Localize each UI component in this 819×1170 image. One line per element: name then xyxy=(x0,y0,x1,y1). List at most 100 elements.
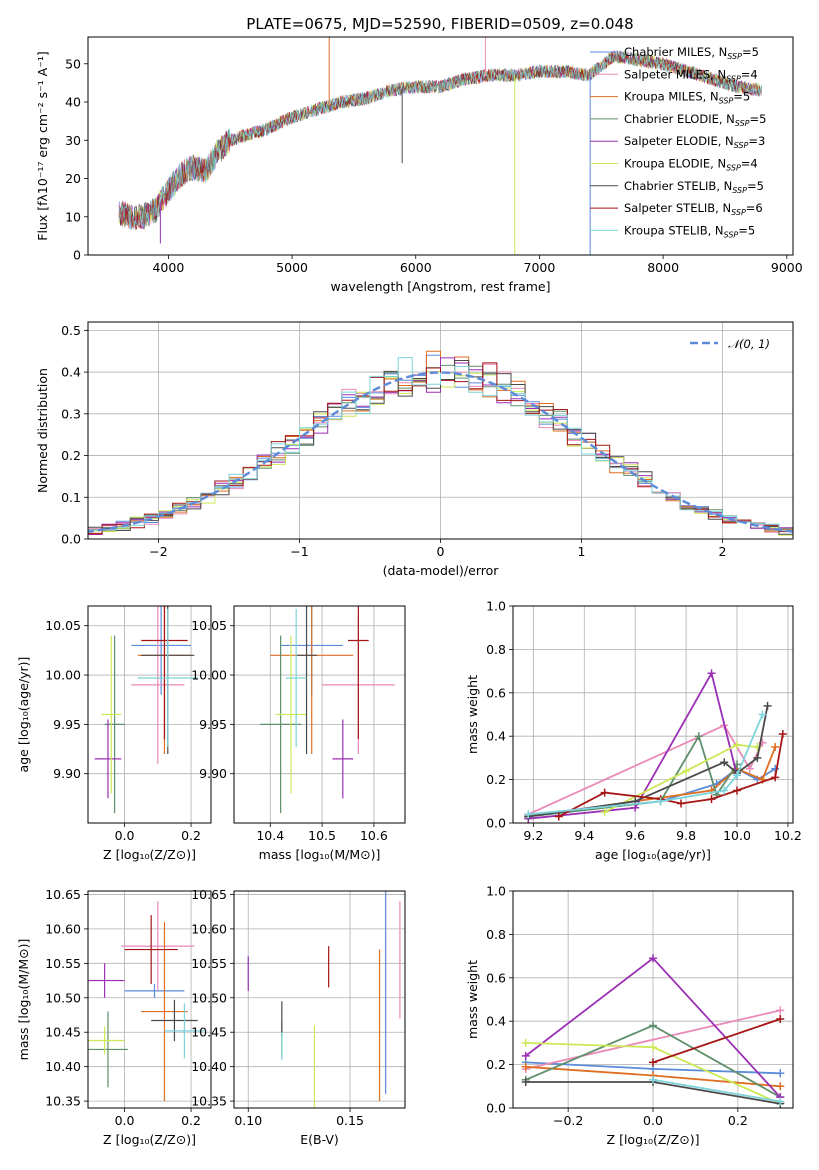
series-marker xyxy=(649,1043,657,1052)
mass-ebv-ytick-label: 10.60 xyxy=(191,921,227,936)
age-z-xtick-label: 0.0 xyxy=(115,828,135,843)
residuals-ytick-label: 0.2 xyxy=(61,448,81,463)
mass-z-errorbar-chabrier-stelib xyxy=(151,999,198,1042)
mass-z-ytick-label: 10.55 xyxy=(45,956,81,971)
mw-age-xlabel: age [log₁₀(age/yr)] xyxy=(595,847,711,862)
series-marker xyxy=(521,1051,530,1060)
series-marker xyxy=(656,797,665,806)
age-z-ytick-label: 9.90 xyxy=(53,766,81,781)
series-marker xyxy=(745,764,754,773)
series-marker xyxy=(524,810,533,819)
spectrum-xtick-label: 7000 xyxy=(524,260,556,275)
legend-entry-kroupa-miles: Kroupa MILES, NSSP=5 xyxy=(624,90,750,106)
series-marker xyxy=(771,743,780,752)
series-marker xyxy=(707,669,716,678)
residuals-xtick-label: −2 xyxy=(149,544,167,559)
age-z-errorbar-kroupa-stelib xyxy=(137,608,198,748)
mass-ebv-xtick-label: 0.10 xyxy=(234,1113,262,1128)
spectrum-ytick-label: 30 xyxy=(65,133,81,148)
mass-z-xlabel: Z [log₁₀(Z/Z⊙)] xyxy=(103,1132,196,1147)
spectrum-xlabel: wavelength [Angstrom, rest frame] xyxy=(330,279,550,294)
series-marker xyxy=(677,799,685,808)
age-mass-grid xyxy=(234,606,405,823)
mw-z-ytick-label: 1.0 xyxy=(486,884,506,899)
mw-age-ytick-label: 0.0 xyxy=(486,816,506,831)
legend-entry-chabrier-miles: Chabrier MILES, NSSP=5 xyxy=(624,45,759,61)
residuals-xtick-label: 0 xyxy=(437,544,445,559)
mw-age-xtick-label: 9.6 xyxy=(625,828,645,843)
residuals-plot-area xyxy=(88,350,793,537)
residuals-ytick-label: 0.5 xyxy=(61,323,81,338)
spectrum-legend: Chabrier MILES, NSSP=5 Salpeter MILES, NS… xyxy=(590,45,766,239)
hist-kroupa-stelib xyxy=(88,357,793,535)
age-mass-errorbar-kroupa-stelib xyxy=(285,608,307,748)
mass-z-errorbar-salpeter-stelib xyxy=(124,915,178,984)
mw-age-series-salpeter-stelib xyxy=(554,730,787,821)
age-mass-errorbar-kroupa-elodie xyxy=(275,635,307,794)
age-z-ytick-label: 10.00 xyxy=(45,668,81,683)
mass-z-errorbar-kroupa-elodie xyxy=(88,1026,125,1055)
age-mass-plot-area xyxy=(259,606,395,814)
age-z-plot-area xyxy=(94,606,198,814)
mass-ebv-ytick-label: 10.65 xyxy=(191,887,227,902)
spectrum-ytick-label: 10 xyxy=(65,209,81,224)
mw-age-grid xyxy=(513,605,793,824)
mw-z-series-salpeter-elodie xyxy=(521,954,785,1102)
mass-z-errorbar-salpeter-miles xyxy=(121,901,195,991)
mw-age-plot-area xyxy=(524,669,787,823)
mass-ebv-xlabel: E(B-V) xyxy=(300,1132,339,1147)
mass-z-errorbar-chabrier-elodie xyxy=(88,1011,128,1088)
mass-ebv-xtick-label: 0.15 xyxy=(336,1113,364,1128)
mass-z-errorbar-salpeter-elodie xyxy=(88,963,125,998)
age-mass-panel: 10.4 10.5 10.6 9.90 9.95 10.00 10.05 mass [log₁… xyxy=(191,605,406,862)
mw-z-ytick-label: 0.0 xyxy=(486,1101,506,1116)
mw-age-xtick-label: 10.0 xyxy=(723,828,751,843)
mw-age-xtick-label: 9.2 xyxy=(523,828,543,843)
mw-age-xtick-label: 9.4 xyxy=(574,828,594,843)
mass-ebv-ytick-label: 10.50 xyxy=(191,990,227,1005)
mass-z-errorbar-kroupa-stelib xyxy=(164,1003,205,1059)
series-marker xyxy=(649,1058,657,1067)
mass-z-ytick-label: 10.35 xyxy=(45,1094,81,1109)
age-mass-ytick-label: 10.05 xyxy=(191,618,227,633)
spectrum-xtick-label: 9000 xyxy=(771,260,803,275)
age-mass-frame xyxy=(233,605,406,824)
mass-ebv-frame xyxy=(233,890,406,1109)
spectrum-ytick-label: 40 xyxy=(65,95,81,110)
spectrum-ytick-label: 20 xyxy=(65,171,81,186)
mass-ebv-ytick-label: 10.40 xyxy=(191,1059,227,1074)
residuals-ylabel: Normed distribution xyxy=(35,368,50,493)
mass-z-ylabel: mass [log₁₀(M/M⊙)] xyxy=(16,939,31,1061)
series-line xyxy=(528,670,738,820)
series-marker xyxy=(778,730,787,739)
spectrum-xtick-label: 4000 xyxy=(152,260,184,275)
spectrum-panel: 4000 5000 6000 7000 8000 9000 0 10 20 30 40 50 wavel… xyxy=(35,36,803,294)
mw-z-xtick-label: −0.2 xyxy=(553,1113,583,1128)
mw-age-xtick-label: 10.2 xyxy=(774,828,802,843)
series-marker xyxy=(776,1097,785,1106)
mw-z-xlabel: Z [log₁₀(Z/Z⊙)] xyxy=(607,1132,700,1147)
spectrum-ytick-label: 0 xyxy=(73,248,81,263)
spectrum-xtick-label: 5000 xyxy=(276,260,308,275)
series-marker xyxy=(771,764,780,773)
series-marker xyxy=(776,1069,785,1078)
age-z-errorbar-salpeter-stelib xyxy=(141,606,188,740)
mass-ebv-panel: 0.10 0.15 10.35 10.40 10.45 10.50 10.55 10.60 10… xyxy=(191,887,406,1147)
mw-age-panel: 9.2 9.4 9.6 9.8 10.0 10.2 0.0 0.2 0.4 0.6 0.8 1.0 ag… xyxy=(465,599,802,863)
mass-z-errorbar-chabrier-miles xyxy=(124,984,185,998)
series-line xyxy=(604,743,758,813)
legend-entry-chabrier-elodie: Chabrier ELODIE, NSSP=5 xyxy=(624,112,766,128)
series-marker xyxy=(720,758,729,767)
series-marker xyxy=(733,740,741,749)
mass-z-errorbar-kroupa-miles xyxy=(141,922,188,1102)
legend-entry-salpeter-miles: Salpeter MILES, NSSP=4 xyxy=(624,67,758,83)
legend-entry-salpeter-elodie: Salpeter ELODIE, NSSP=3 xyxy=(624,134,765,150)
spectrum-ytick-label: 50 xyxy=(65,56,81,71)
mw-age-ytick-label: 0.2 xyxy=(486,772,506,787)
mw-z-frame xyxy=(512,890,794,1109)
series-marker xyxy=(753,753,762,762)
age-mass-ytick-label: 9.95 xyxy=(199,717,227,732)
legend-entry-chabrier-stelib: Chabrier STELIB, NSSP=5 xyxy=(624,179,764,195)
series-marker xyxy=(733,786,741,795)
